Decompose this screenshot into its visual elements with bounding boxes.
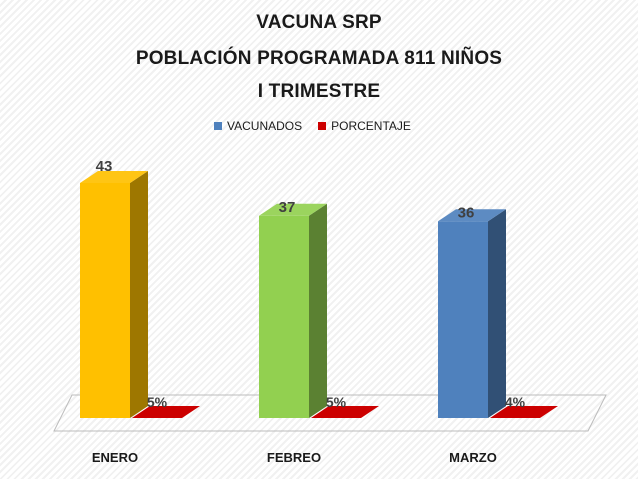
bar-vacunados-febreo <box>259 215 309 418</box>
x-tick-label-enero: ENERO <box>92 450 138 465</box>
x-tick-label-marzo: MARZO <box>449 450 497 465</box>
bar-side-enero <box>130 171 148 418</box>
legend-label-porcentaje: PORCENTAJE <box>331 119 411 133</box>
legend-swatch-vacunados <box>214 122 222 130</box>
chart-title-line-3: I TRIMESTRE <box>257 81 381 102</box>
legend-swatch-porcentaje <box>318 122 327 130</box>
legend-label-vacunados: VACUNADOS <box>227 119 303 133</box>
x-tick-label-febreo: FEBREO <box>267 450 321 465</box>
bar-vacunados-enero <box>80 183 130 418</box>
chart-legend: VACUNADOS PORCENTAJE <box>214 116 427 136</box>
bar-porcentaje-enero <box>132 406 200 418</box>
bar-top-enero <box>80 171 148 183</box>
legend-item-vacunados: VACUNADOS <box>214 119 302 133</box>
value-label-vacunados-febreo: 37 <box>279 199 296 216</box>
bar-porcentaje-febreo <box>311 406 379 418</box>
chart-title-line-2: POBLACIÓN PROGRAMADA 811 NIÑOS <box>135 48 503 69</box>
legend-item-porcentaje: PORCENTAJE <box>318 119 411 133</box>
chart-title-line-1: VACUNA SRP <box>256 12 382 33</box>
chart-floor <box>53 394 607 432</box>
bar-vacunados-marzo <box>438 221 488 418</box>
value-label-porcentaje-febreo: 5% <box>326 394 347 410</box>
bar-top-marzo <box>438 209 506 222</box>
bar-porcentaje-marzo <box>490 406 558 418</box>
value-label-vacunados-marzo: 36 <box>458 204 475 221</box>
bar-side-marzo <box>488 209 506 418</box>
bar-side-febreo <box>309 203 327 418</box>
value-label-porcentaje-marzo: 4% <box>505 394 526 410</box>
bar-top-febreo <box>259 203 327 216</box>
value-label-porcentaje-enero: 5% <box>147 394 168 410</box>
value-label-vacunados-enero: 43 <box>96 158 113 175</box>
